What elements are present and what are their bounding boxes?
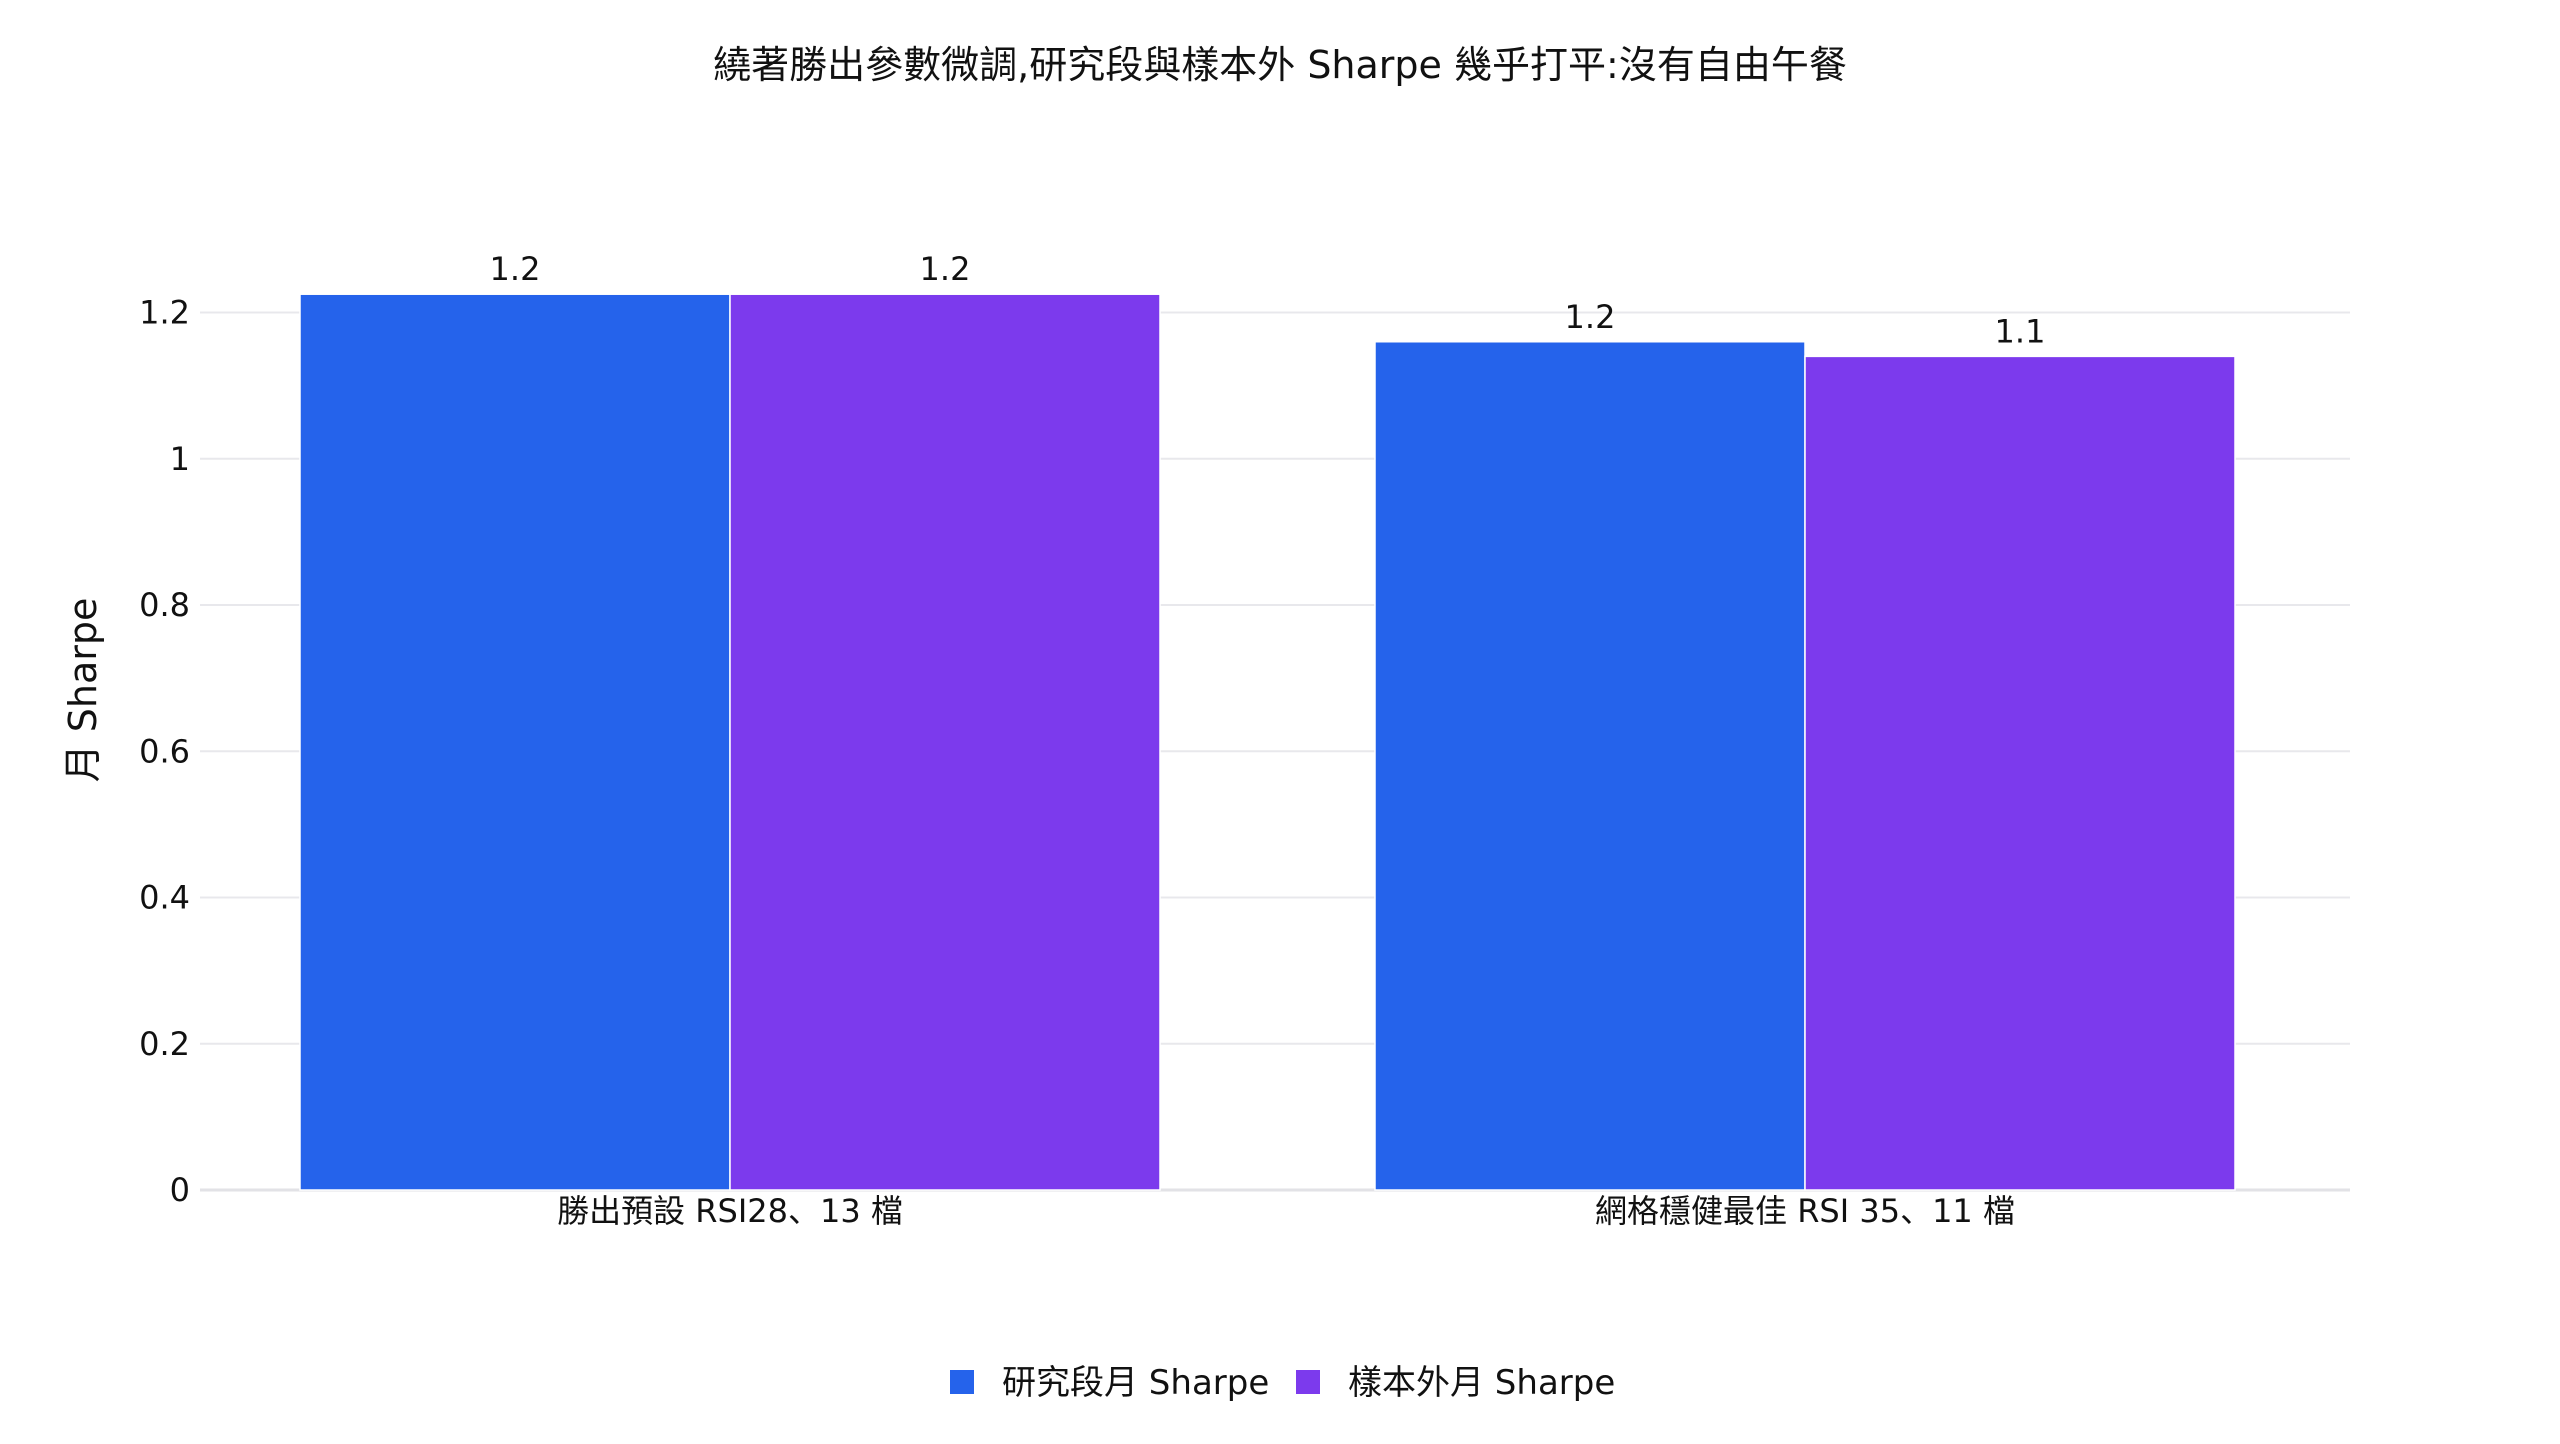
bar (729, 293, 1161, 1191)
bars (299, 293, 2236, 1191)
y-tick-label: 0.4 (139, 879, 190, 917)
legend: 研究段月 Sharpe 樣本外月 Sharpe (950, 1363, 1615, 1403)
x-tick-label: 網格穩健最佳 RSI 35、11 檔 (1595, 1192, 2015, 1230)
bar (299, 293, 731, 1191)
legend-swatch (1296, 1370, 1320, 1394)
x-axis-ticks: 勝出預設 RSI28、13 檔 網格穩健最佳 RSI 35、11 檔 (557, 1192, 2015, 1230)
x-tick-label: 勝出預設 RSI28、13 檔 (557, 1192, 903, 1230)
y-axis-title: 月 Sharpe (61, 598, 105, 783)
data-labels: 1.2 1.2 1.2 1.1 (490, 250, 2046, 350)
data-label: 1.2 (1565, 298, 1616, 336)
bar (1374, 341, 1806, 1191)
data-label: 1.2 (920, 250, 971, 288)
legend-label: 樣本外月 Sharpe (1348, 1363, 1615, 1403)
legend-swatch (950, 1370, 974, 1394)
legend-label: 研究段月 Sharpe (1002, 1363, 1269, 1403)
data-label: 1.2 (490, 250, 541, 288)
y-tick-label: 0 (170, 1171, 190, 1209)
y-axis-ticks: 0 0.2 0.4 0.6 0.8 1 1.2 (139, 294, 190, 1210)
bar (1804, 355, 2236, 1191)
y-tick-label: 1.2 (139, 294, 190, 332)
y-tick-label: 1 (170, 440, 190, 478)
y-tick-label: 0.2 (139, 1025, 190, 1063)
data-label: 1.1 (1995, 312, 2046, 350)
y-tick-label: 0.6 (139, 732, 190, 770)
chart-title: 繞著勝出參數微調,研究段與樣本外 Sharpe 幾乎打平:沒有自由午餐 (713, 43, 1847, 87)
y-tick-label: 0.8 (139, 586, 190, 624)
